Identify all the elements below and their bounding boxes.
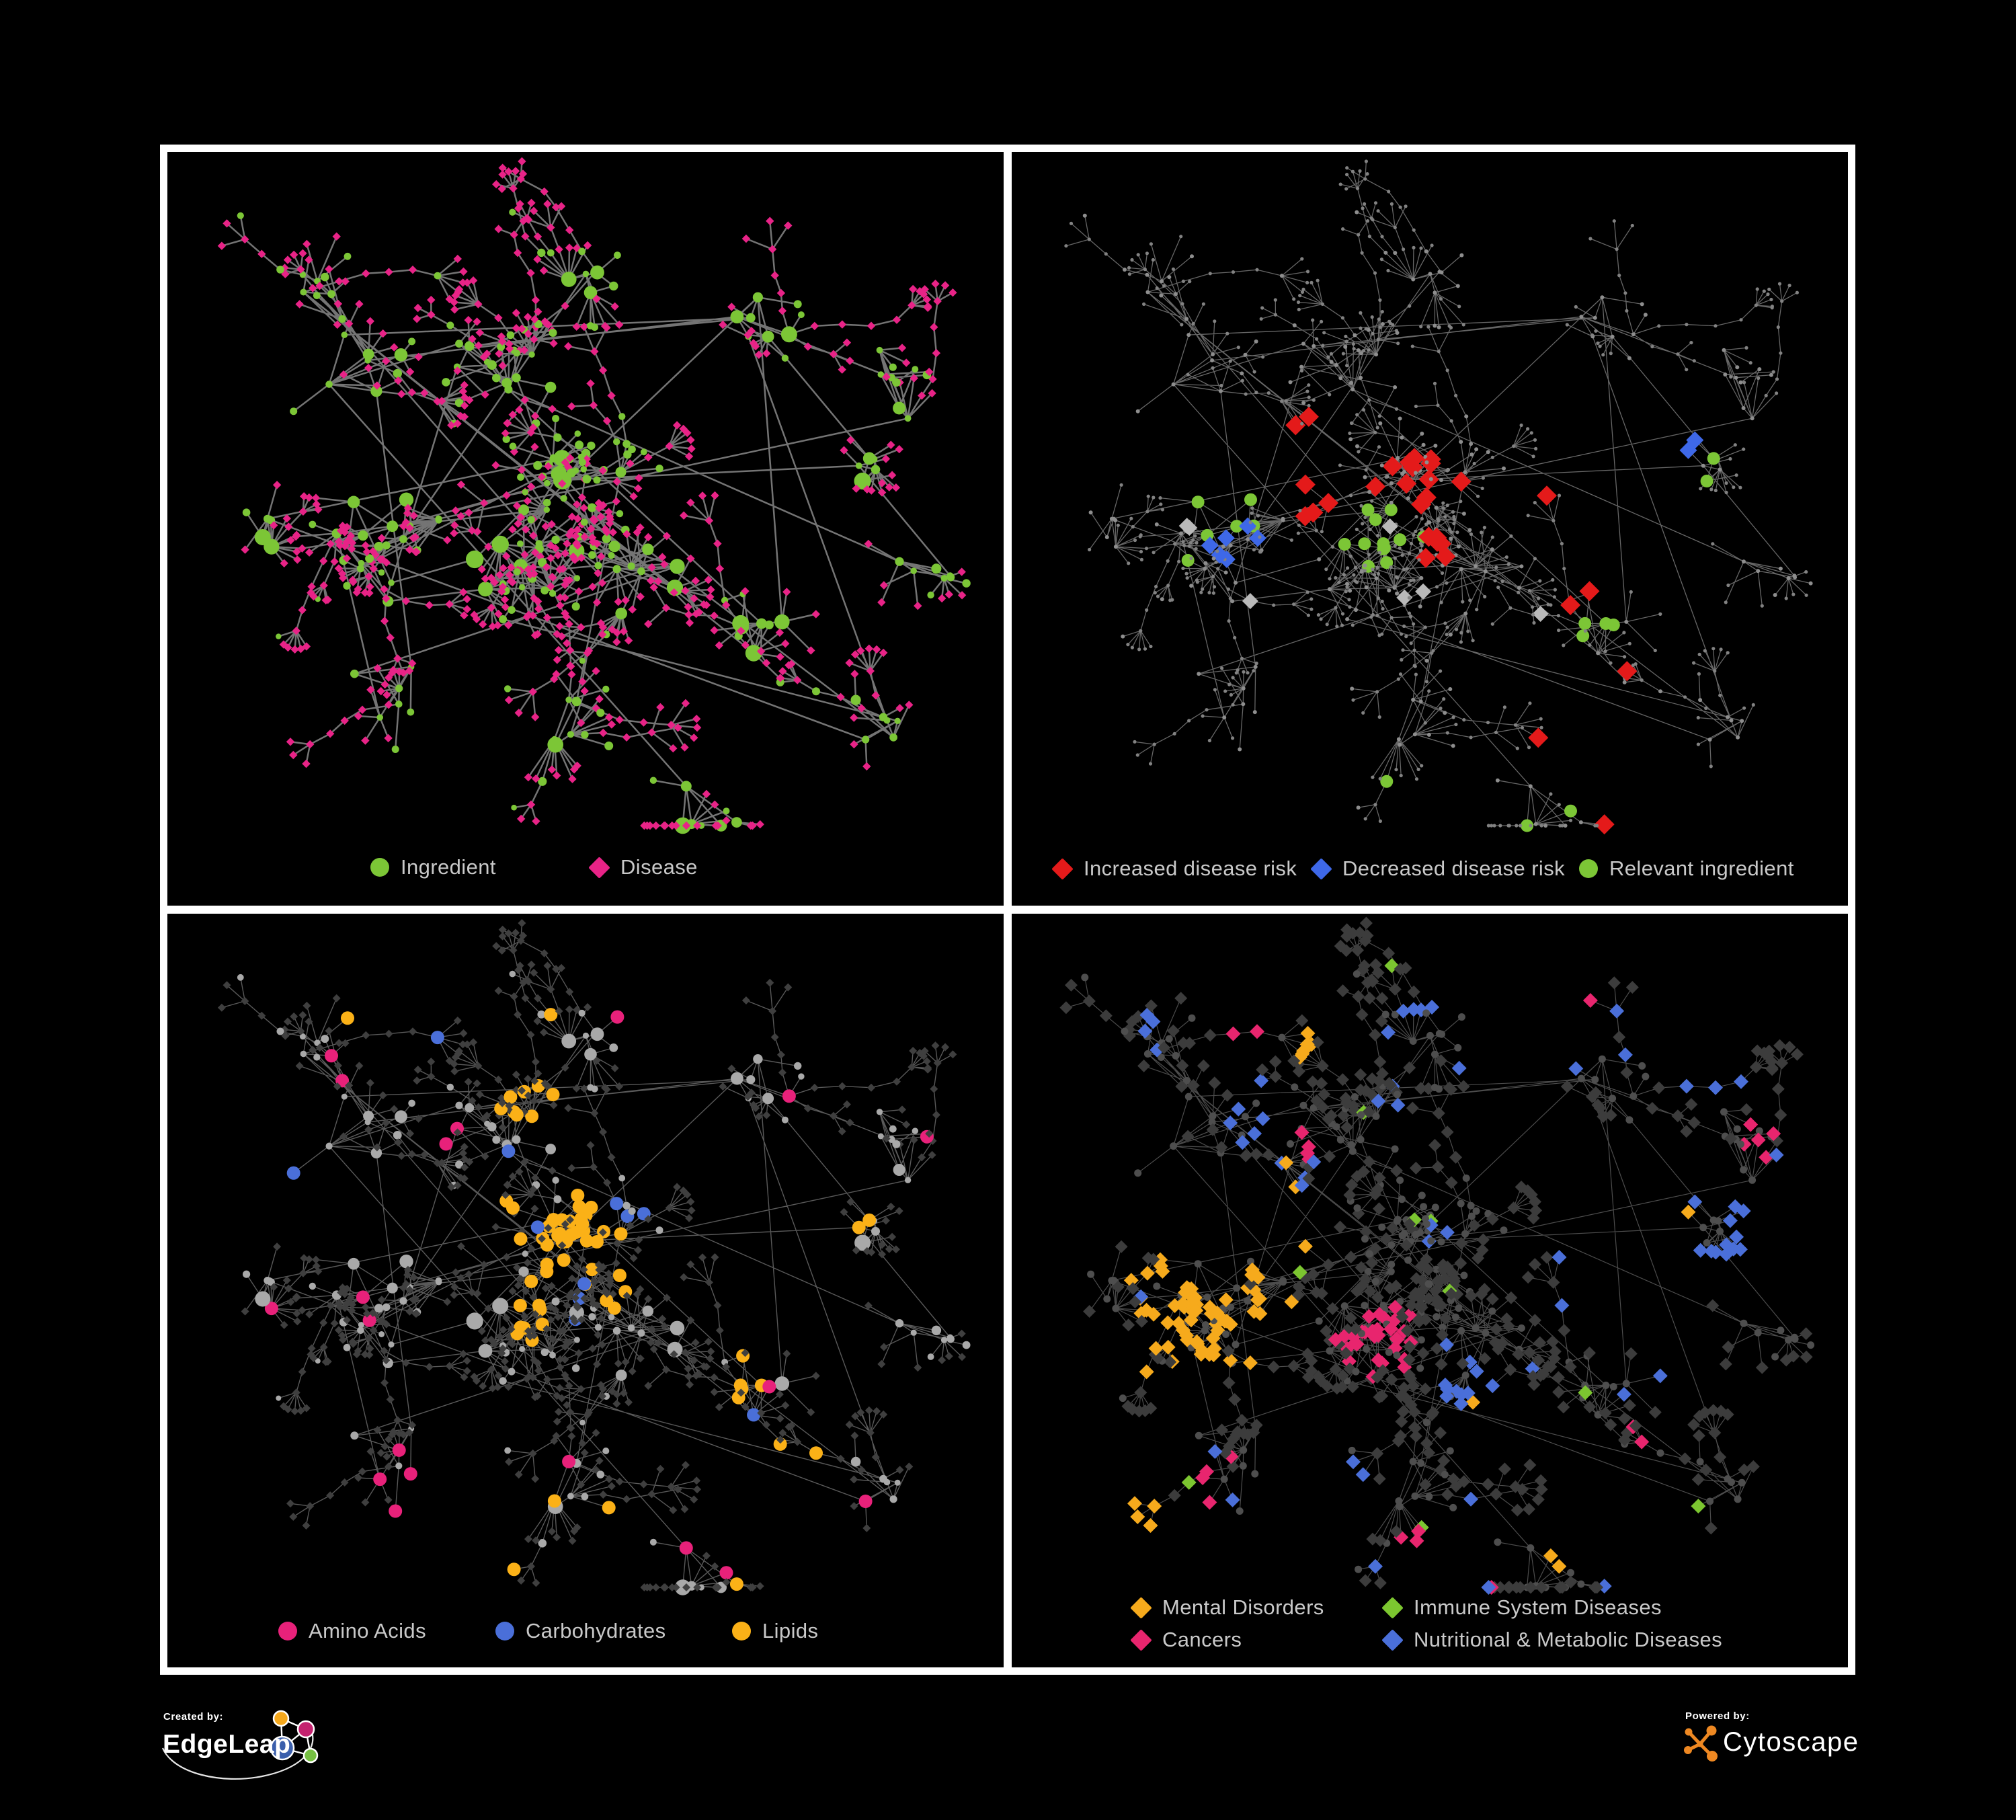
cytoscape-brand: Cytoscape: [1723, 1727, 1859, 1757]
network-graph-disease-categories: [1059, 916, 1815, 1595]
created-by-credit: Created by: EdgeLeap: [161, 1709, 376, 1800]
edgeleap-logo-icon: [161, 1710, 319, 1780]
edgeleap-brand: EdgeLeap: [163, 1730, 291, 1759]
powered-by-label: Powered by:: [1685, 1710, 1750, 1722]
network-graph-disease-risk: [1064, 159, 1813, 835]
panel-grid-frame: Ingredient Disease Increased disease risk…: [160, 145, 1855, 1675]
cytoscape-logo-icon: [1684, 1725, 1718, 1762]
powered-by-credit: Powered by: Cytoscape: [1683, 1710, 1871, 1781]
panel-nutrient-categories: Amino Acids Carbohydrates Lipids: [167, 914, 1004, 1667]
created-by-label: Created by:: [163, 1711, 224, 1723]
network-graph-nutrient-categories: [217, 919, 971, 1595]
panel-disease-risk: Increased disease risk Decreased disease …: [1012, 152, 1848, 906]
network-graph-ingredients-diseases: [217, 157, 971, 834]
panel-disease-categories: Mental Disorders Immune System Diseases Ca…: [1012, 914, 1848, 1667]
panel-ingredients-diseases: Ingredient Disease: [167, 152, 1004, 906]
